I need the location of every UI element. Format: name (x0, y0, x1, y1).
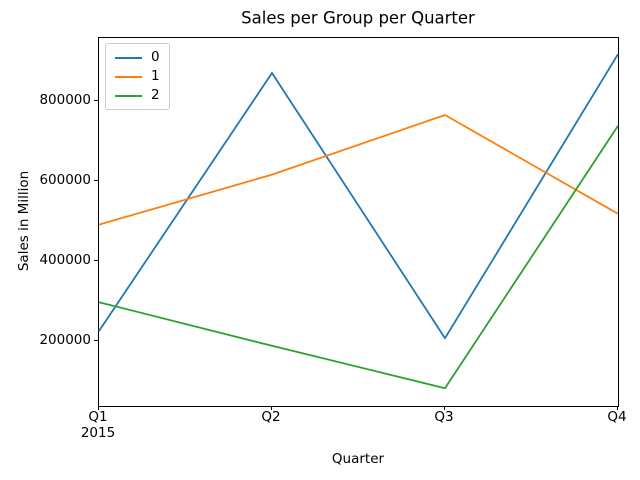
legend-label: 2 (151, 87, 160, 103)
y-tick-label: 600000 (39, 172, 91, 188)
x-tick-mark (271, 406, 272, 410)
legend-label: 0 (151, 49, 160, 65)
legend-label: 1 (151, 68, 160, 84)
line-series-canvas (98, 53, 619, 390)
legend-line-swatch (115, 56, 142, 59)
x-tick-mark (444, 406, 445, 410)
x-tick-sublabel: 2015 (80, 425, 116, 441)
y-tick-mark (94, 340, 98, 341)
y-tick-label: 200000 (39, 332, 91, 348)
chart-title: Sales per Group per Quarter (241, 8, 475, 28)
y-tick-mark (94, 180, 98, 181)
x-tick-label: Q1 (88, 409, 108, 425)
legend-box: 0 1 2 (105, 43, 170, 110)
y-tick-label: 400000 (39, 252, 91, 268)
legend-item-0: 0 (115, 48, 160, 67)
series-line-1 (98, 114, 619, 226)
legend-item-1: 1 (115, 67, 160, 86)
y-tick-mark (94, 100, 98, 101)
x-tick-label: Q2 (261, 409, 281, 425)
x-tick-mark (98, 406, 99, 410)
plot-area (98, 37, 619, 407)
series-line-2 (98, 125, 619, 390)
legend-line-swatch (115, 94, 142, 97)
x-axis-label: Quarter (331, 451, 385, 467)
x-tick-mark (617, 406, 618, 410)
x-tick-label: Q4 (607, 409, 627, 425)
series-line-0 (98, 53, 619, 340)
y-tick-mark (94, 260, 98, 261)
legend-line-swatch (115, 75, 142, 78)
y-tick-label: 800000 (39, 92, 91, 108)
legend-item-2: 2 (115, 86, 160, 105)
x-tick-label: Q3 (434, 409, 454, 425)
